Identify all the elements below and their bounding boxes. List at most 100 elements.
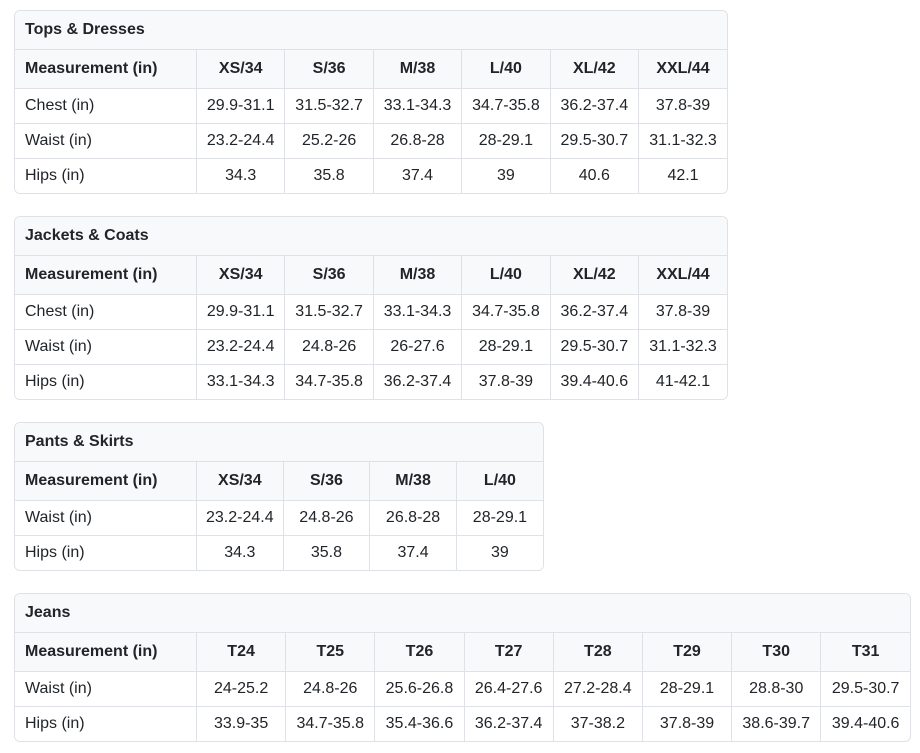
table-header: Measurement (in) XS/34 S/36 M/38 L/40 <box>15 462 543 501</box>
measurement-value: 37.8-39 <box>461 364 551 399</box>
measurement-value: 39.4-40.6 <box>820 706 910 741</box>
measurement-value: 39.4-40.6 <box>550 364 640 399</box>
size-column-header: T27 <box>464 633 554 672</box>
measurement-value: 25.2-26 <box>284 123 374 159</box>
measurement-value: 37.8-39 <box>638 294 727 330</box>
measurement-value: 40.6 <box>550 158 640 193</box>
size-column-header: M/38 <box>373 50 463 89</box>
row-label: Waist (in) <box>15 500 197 536</box>
table-header: Measurement (in) XS/34 S/36 M/38 L/40 XL/42 XX… <box>15 50 727 89</box>
size-column-header: XS/34 <box>196 256 286 295</box>
row-label: Chest (in) <box>15 294 197 330</box>
measurement-value: 25.6-26.8 <box>374 671 465 707</box>
size-chart-card: Tops & Dresses Measurement (in) XS/34 S/36 M… <box>14 10 728 194</box>
measurement-value: 24-25.2 <box>196 671 287 707</box>
size-table: Measurement (in) XS/34 S/36 M/38 L/40 XL/42 XX… <box>15 50 727 193</box>
measurement-value: 23.2-24.4 <box>196 123 286 159</box>
measurement-value: 29.5-30.7 <box>820 671 910 707</box>
table-row: Waist (in) 23.2-24.4 25.2-26 26.8-28 28-29.1… <box>15 123 727 159</box>
measurement-value: 36.2-37.4 <box>373 364 463 399</box>
measurement-value: 33.1-34.3 <box>196 364 286 399</box>
measurement-value: 42.1 <box>638 158 727 193</box>
measurement-value: 29.9-31.1 <box>196 88 286 124</box>
measurement-value: 28-29.1 <box>461 329 551 365</box>
measurement-value: 24.8-26 <box>284 329 374 365</box>
measurement-value: 37.8-39 <box>638 88 727 124</box>
size-column-header: T26 <box>374 633 465 672</box>
table-row: Waist (in) 23.2-24.4 24.8-26 26.8-28 28-29.1 <box>15 500 543 536</box>
measurement-value: 23.2-24.4 <box>196 329 286 365</box>
measurement-value: 31.1-32.3 <box>638 123 727 159</box>
table-row: Chest (in) 29.9-31.1 31.5-32.7 33.1-34.3 34.… <box>15 294 727 330</box>
measurement-value: 26.8-28 <box>369 500 457 536</box>
row-label: Hips (in) <box>15 706 197 741</box>
size-column-header: M/38 <box>369 462 457 501</box>
measurement-value: 35.8 <box>284 158 374 193</box>
size-column-header: XS/34 <box>196 462 284 501</box>
measurement-value: 29.9-31.1 <box>196 294 286 330</box>
measurement-value: 26-27.6 <box>373 329 463 365</box>
measurement-column-header: Measurement (in) <box>15 462 197 501</box>
size-column-header: S/36 <box>284 50 374 89</box>
header-row: Measurement (in) XS/34 S/36 M/38 L/40 XL/42 XX… <box>15 50 727 89</box>
measurement-value: 34.7-35.8 <box>461 294 551 330</box>
row-label: Hips (in) <box>15 364 197 399</box>
table-row: Chest (in) 29.9-31.1 31.5-32.7 33.1-34.3 34.… <box>15 88 727 124</box>
measurement-value: 37.8-39 <box>642 706 733 741</box>
size-column-header: XXL/44 <box>638 50 727 89</box>
table-title: Jackets & Coats <box>15 217 727 256</box>
size-table: Measurement (in) T24 T25 T26 T27 T28 T29 T30 T31… <box>15 633 910 741</box>
header-row: Measurement (in) T24 T25 T26 T27 T28 T29 T30 T31 <box>15 633 910 672</box>
header-row: Measurement (in) XS/34 S/36 M/38 L/40 <box>15 462 543 501</box>
table-body: Chest (in) 29.9-31.1 31.5-32.7 33.1-34.3 34.… <box>15 294 727 399</box>
measurement-value: 34.7-35.8 <box>461 88 551 124</box>
size-column-header: S/36 <box>284 256 374 295</box>
table-row: Waist (in) 23.2-24.4 24.8-26 26-27.6 28-29.1… <box>15 329 727 365</box>
table-row: Hips (in) 33.9-35 34.7-35.8 35.4-36.6 36.2-3… <box>15 706 910 741</box>
measurement-column-header: Measurement (in) <box>15 256 197 295</box>
measurement-column-header: Measurement (in) <box>15 633 197 672</box>
size-column-header: XS/34 <box>196 50 286 89</box>
row-label: Waist (in) <box>15 329 197 365</box>
table-body: Waist (in) 23.2-24.4 24.8-26 26.8-28 28-29.1… <box>15 500 543 570</box>
measurement-value: 37-38.2 <box>553 706 643 741</box>
size-chart-card: Jackets & Coats Measurement (in) XS/34 S/36… <box>14 216 728 400</box>
size-column-header: L/40 <box>456 462 543 501</box>
table-header: Measurement (in) T24 T25 T26 T27 T28 T29 T30 T31 <box>15 633 910 672</box>
size-column-header: T29 <box>642 633 733 672</box>
row-label: Hips (in) <box>15 535 197 570</box>
measurement-value: 23.2-24.4 <box>196 500 284 536</box>
size-column-header: L/40 <box>461 256 551 295</box>
size-chart-card: Pants & Skirts Measurement (in) XS/34 S/36 M… <box>14 422 544 571</box>
measurement-value: 33.1-34.3 <box>373 88 463 124</box>
size-column-header: T31 <box>820 633 910 672</box>
size-chart-card: Jeans Measurement (in) T24 T25 T26 T27 T28 T29 T… <box>14 593 911 742</box>
table-title: Pants & Skirts <box>15 423 543 462</box>
measurement-value: 37.4 <box>373 158 463 193</box>
measurement-value: 38.6-39.7 <box>731 706 822 741</box>
table-row: Hips (in) 34.3 35.8 37.4 39 40.6 42.1 <box>15 158 727 193</box>
measurement-value: 28-29.1 <box>456 500 543 536</box>
measurement-value: 24.8-26 <box>283 500 371 536</box>
measurement-column-header: Measurement (in) <box>15 50 197 89</box>
size-column-header: T25 <box>285 633 376 672</box>
size-column-header: S/36 <box>283 462 371 501</box>
table-body: Waist (in) 24-25.2 24.8-26 25.6-26.8 26.4-27… <box>15 671 910 741</box>
size-column-header: T24 <box>196 633 287 672</box>
measurement-value: 36.2-37.4 <box>550 88 640 124</box>
measurement-value: 35.4-36.6 <box>374 706 465 741</box>
measurement-value: 34.7-35.8 <box>285 706 376 741</box>
measurement-value: 31.1-32.3 <box>638 329 727 365</box>
table-title: Jeans <box>15 594 910 633</box>
size-column-header: XXL/44 <box>638 256 727 295</box>
measurement-value: 29.5-30.7 <box>550 123 640 159</box>
measurement-value: 26.4-27.6 <box>464 671 554 707</box>
row-label: Hips (in) <box>15 158 197 193</box>
measurement-value: 27.2-28.4 <box>553 671 643 707</box>
size-column-header: M/38 <box>373 256 463 295</box>
measurement-value: 29.5-30.7 <box>550 329 640 365</box>
measurement-value: 24.8-26 <box>285 671 376 707</box>
size-column-header: XL/42 <box>550 50 640 89</box>
row-label: Waist (in) <box>15 671 197 707</box>
